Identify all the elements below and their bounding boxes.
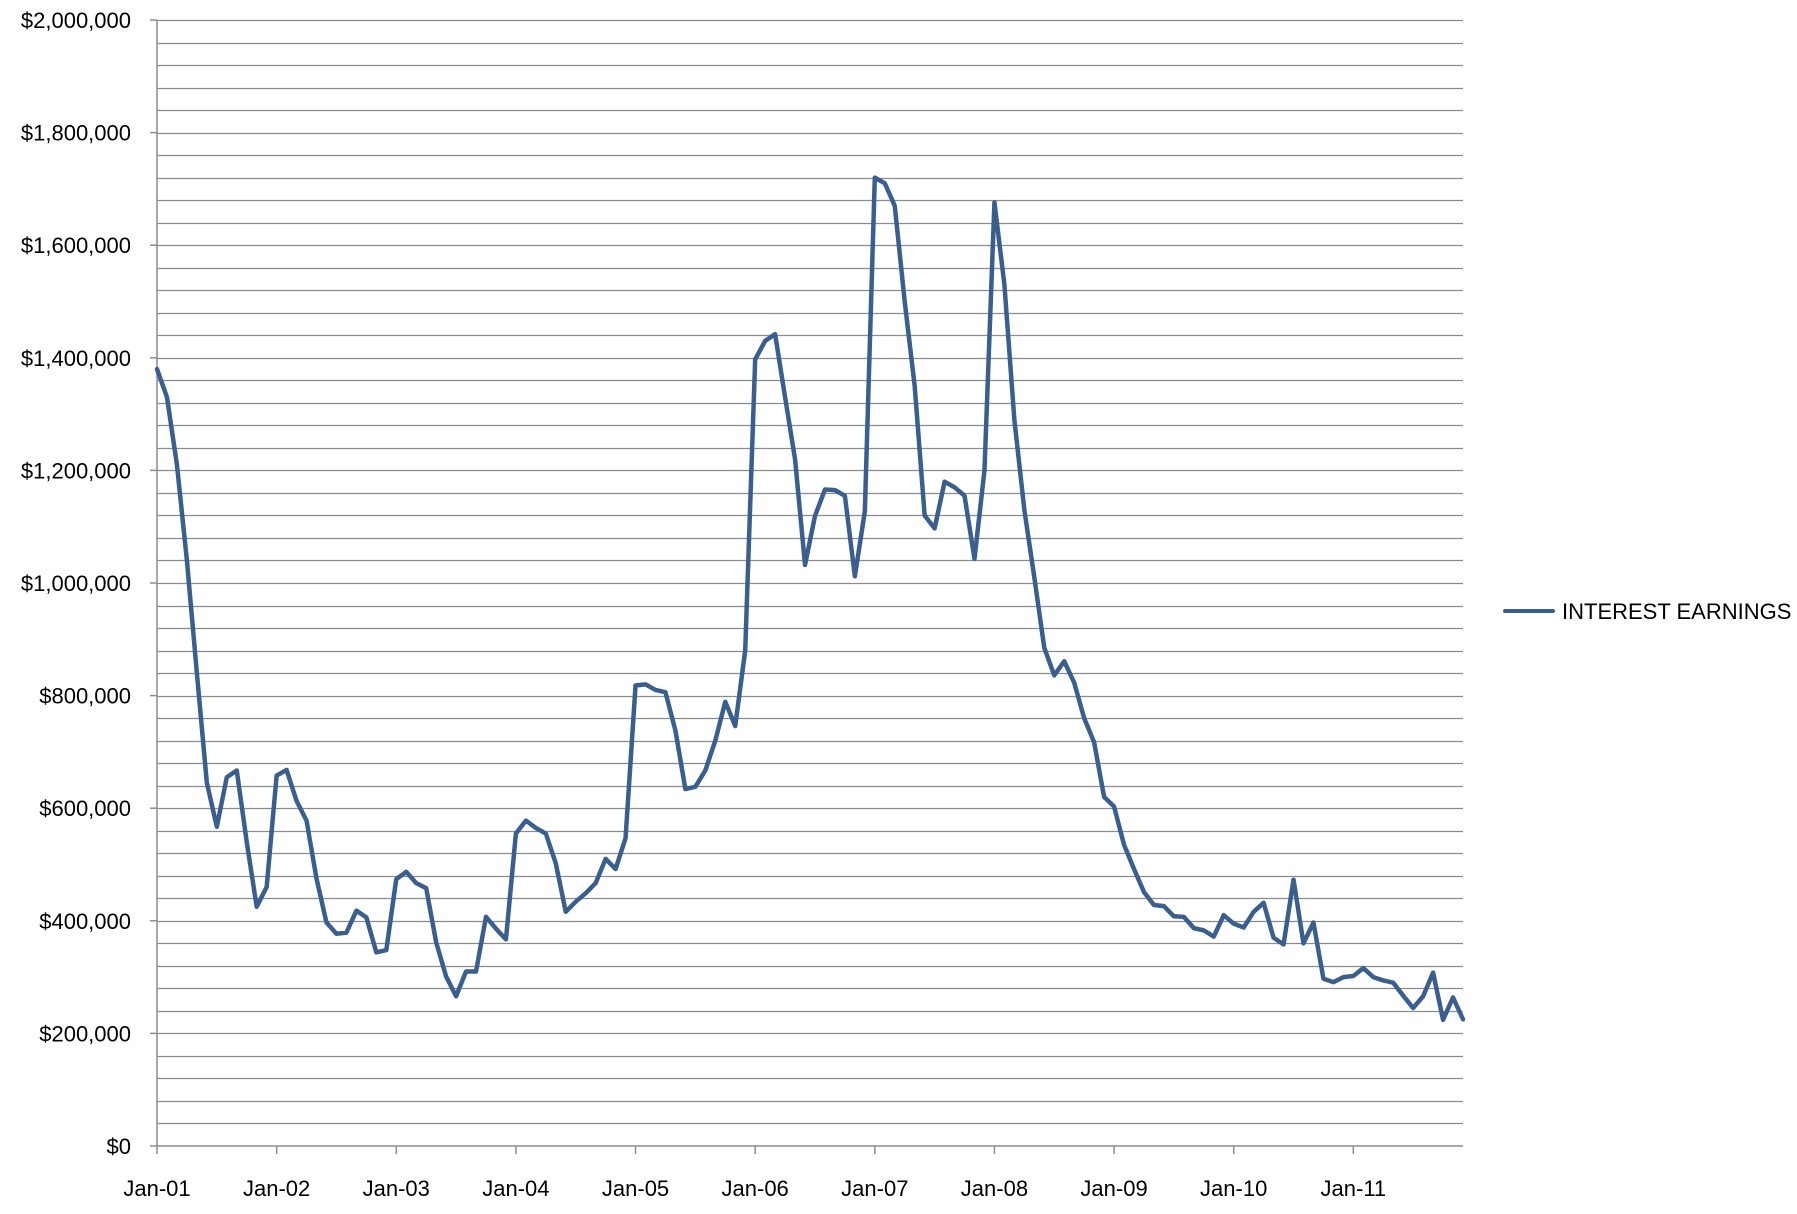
legend-label: INTEREST EARNINGS [1562, 599, 1791, 624]
y-tick-label: $1,400,000 [21, 346, 131, 371]
x-tick-label: Jan-05 [602, 1176, 669, 1201]
y-tick-label: $1,800,000 [21, 121, 131, 146]
x-tick-label: Jan-11 [1321, 1176, 1387, 1201]
y-axis-tick-labels: $0 $200,000 $400,000 $600,000 $800,000 $1,000… [21, 8, 131, 1159]
y-tick-label: $400,000 [39, 909, 131, 934]
x-tick-label: Jan-08 [961, 1176, 1028, 1201]
legend: INTEREST EARNINGS [1503, 599, 1791, 624]
y-tick-label: $0 [107, 1134, 131, 1159]
y-tick-label: $1,200,000 [21, 458, 131, 483]
x-tick-label: Jan-06 [722, 1176, 789, 1201]
x-tick-label: Jan-02 [243, 1176, 310, 1201]
y-tick-label: $200,000 [39, 1021, 131, 1046]
y-tick-label: $1,000,000 [21, 571, 131, 596]
x-axis-tick-labels: Jan-01 Jan-02 Jan-03 Jan-04 Jan-05 Jan-06 Jan-… [123, 1176, 1386, 1201]
x-tick-label: Jan-04 [482, 1176, 549, 1201]
axes [150, 19, 1463, 1154]
series-lines [154, 175, 1466, 1023]
series-line-interest-earnings [154, 175, 1466, 1023]
y-tick-label: $800,000 [39, 684, 131, 709]
x-tick-label: Jan-07 [841, 1176, 908, 1201]
x-tick-label: Jan-01 [123, 1176, 190, 1201]
x-tick-label: Jan-10 [1200, 1176, 1267, 1201]
x-tick-label: Jan-09 [1080, 1176, 1147, 1201]
x-tick-label: Jan-03 [363, 1176, 430, 1201]
y-tick-label: $600,000 [39, 796, 131, 821]
y-tick-label: $1,600,000 [21, 233, 131, 258]
y-tick-label: $2,000,000 [21, 8, 131, 33]
gridlines [157, 19, 1463, 1125]
